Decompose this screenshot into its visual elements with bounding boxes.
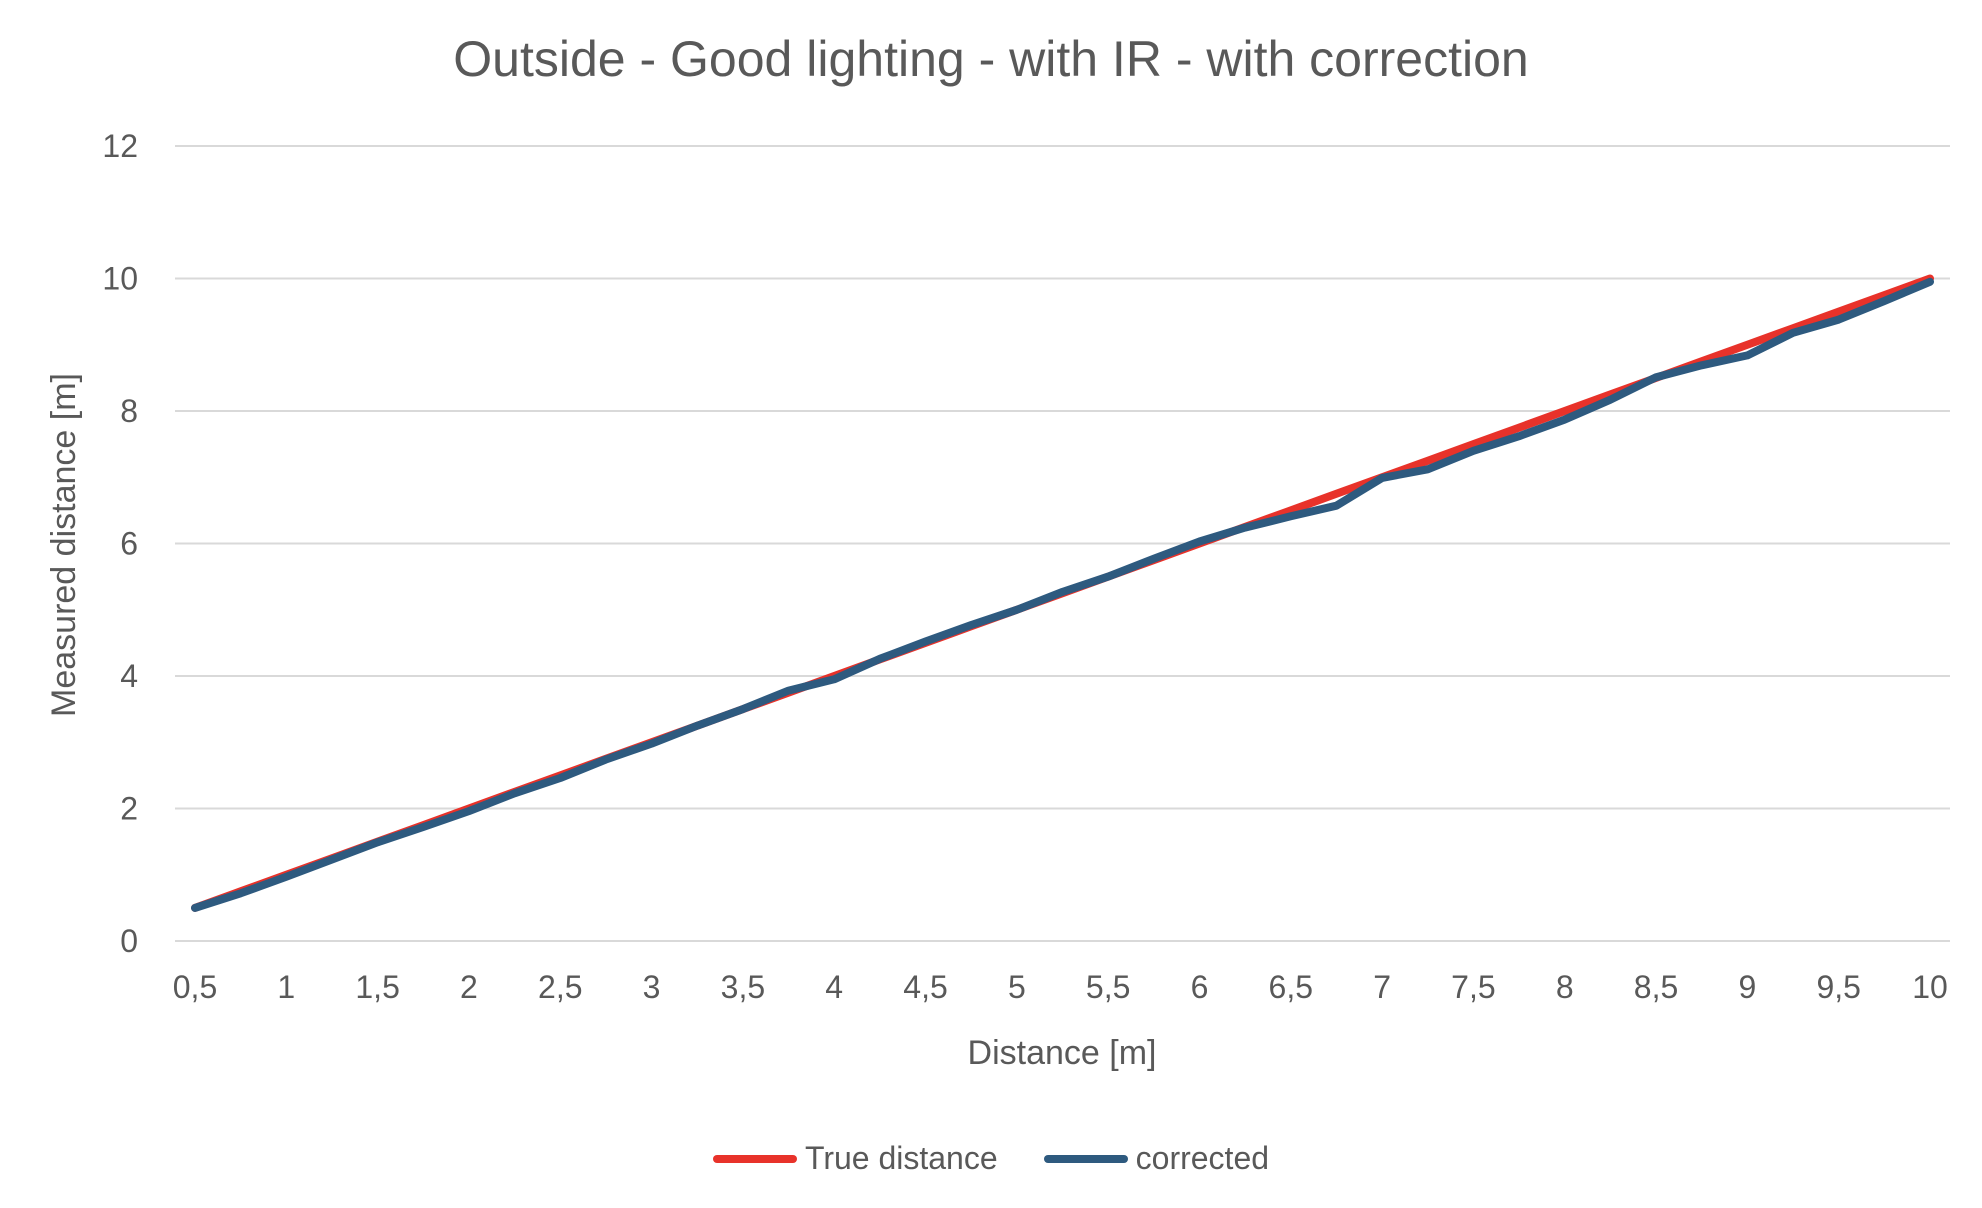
legend-item-corrected: corrected [1043, 1140, 1270, 1177]
legend-item-true-distance: True distance [712, 1140, 998, 1177]
legend-swatch-true-distance [712, 1154, 797, 1163]
x-tick-label: 9,5 [1816, 969, 1860, 1005]
y-tick-label: 10 [102, 261, 138, 297]
y-tick-label: 12 [102, 128, 138, 164]
y-axis-label: Measured distance [m] [45, 373, 83, 717]
x-tick-label: 2,5 [538, 969, 582, 1005]
legend-label-true-distance: True distance [804, 1140, 998, 1176]
x-tick-label: 9 [1738, 969, 1756, 1005]
x-tick-label: 6 [1191, 969, 1209, 1005]
x-axis-label: Distance [m] [968, 1034, 1157, 1072]
series-layer [191, 274, 1934, 912]
x-tick-label: 2 [460, 969, 478, 1005]
y-axis-ticks: 0 2 4 6 8 10 12 [102, 128, 138, 959]
legend-label-corrected: corrected [1135, 1140, 1270, 1176]
x-tick-label: 5 [1008, 969, 1026, 1005]
x-tick-label: 1 [277, 969, 295, 1005]
x-tick-label: 4,5 [903, 969, 947, 1005]
y-tick-label: 0 [120, 923, 138, 959]
x-tick-label: 6,5 [1269, 969, 1313, 1005]
y-tick-label: 6 [120, 526, 138, 562]
y-tick-label: 8 [120, 393, 138, 429]
x-tick-label: 7 [1373, 969, 1391, 1005]
x-tick-label: 0,5 [173, 969, 217, 1005]
y-tick-label: 2 [120, 791, 138, 827]
x-tick-label: 10 [1912, 969, 1948, 1005]
y-tick-label: 4 [120, 658, 138, 694]
x-tick-label: 8 [1556, 969, 1574, 1005]
x-tick-label: 1,5 [355, 969, 399, 1005]
x-tick-label: 3 [643, 969, 661, 1005]
x-tick-label: 7,5 [1451, 969, 1495, 1005]
x-tick-label: 3,5 [721, 969, 765, 1005]
x-tick-label: 8,5 [1634, 969, 1678, 1005]
series-line-corrected [191, 277, 1934, 912]
legend: True distance corrected [0, 1140, 1982, 1177]
chart-title: Outside - Good lighting - with IR - with… [453, 31, 1529, 87]
x-tick-label: 5,5 [1086, 969, 1130, 1005]
legend-swatch-corrected [1043, 1154, 1128, 1163]
x-tick-label: 4 [825, 969, 843, 1005]
x-axis-ticks: 0,5 1 1,5 2 2,5 3 3,5 4 4,5 5 5,5 6 6,5 7 7,5 8 8,5 9 9,5 1… [173, 969, 1948, 1005]
